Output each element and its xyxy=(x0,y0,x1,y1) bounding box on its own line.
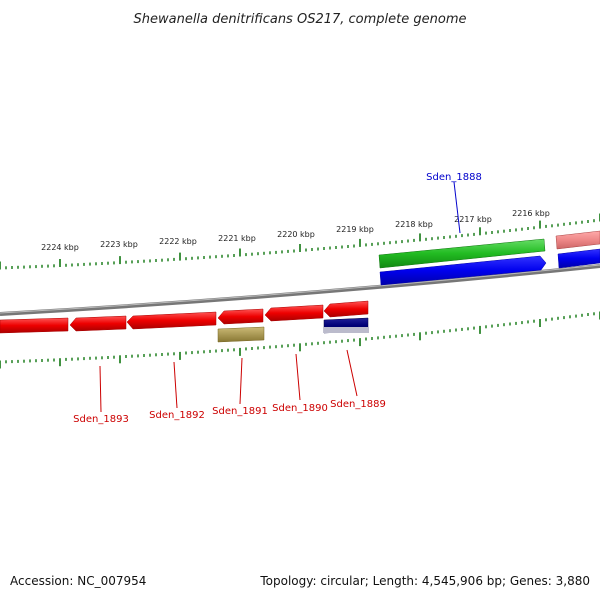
ruler-label-2216: 2216 kbp xyxy=(512,209,550,218)
lower-tick-track xyxy=(0,311,600,369)
ruler-label-2222: 2222 kbp xyxy=(159,237,197,246)
cds-sden-1891-feature[interactable] xyxy=(217,308,264,325)
ruler-label-2224: 2224 kbp xyxy=(41,243,79,252)
accession-text: Accession: NC_007954 xyxy=(10,574,146,588)
sden-1892-label[interactable]: Sden_1892 xyxy=(149,410,205,421)
gene-right-pink-feature[interactable] xyxy=(555,230,600,250)
sden-1891-leader-line xyxy=(239,357,243,405)
sden-1890-leader-line xyxy=(295,353,301,401)
sden-1893-leader-line xyxy=(99,365,102,413)
ruler-label-2223: 2223 kbp xyxy=(100,240,138,249)
upper-tick-track xyxy=(0,213,600,270)
cds-right-blue-feature[interactable] xyxy=(557,248,600,269)
sden-1889-leader-line xyxy=(346,349,358,397)
sden-1889-label[interactable]: Sden_1889 xyxy=(330,399,386,410)
sden-1888-leader-line xyxy=(453,181,461,234)
sden-1888-label[interactable]: Sden_1888 xyxy=(426,172,482,183)
genome-backbone xyxy=(0,264,600,316)
ruler-label-2219: 2219 kbp xyxy=(336,225,374,234)
cds-sden-1892b-feature[interactable] xyxy=(126,311,217,330)
genome-backbone-highlight xyxy=(0,264,600,314)
cds-sden-1890-feature[interactable] xyxy=(264,304,324,322)
sden-1892-leader-line xyxy=(173,361,178,409)
gene-sden-1891-feature[interactable] xyxy=(217,326,265,343)
ruler-label-2221: 2221 kbp xyxy=(218,234,256,243)
gene-sden-1889-underline xyxy=(324,327,369,333)
sden-1890-label[interactable]: Sden_1890 xyxy=(272,403,328,414)
cds-sden-1892a-feature[interactable] xyxy=(69,315,127,332)
genome-summary-text: Topology: circular; Length: 4,545,906 bp… xyxy=(259,574,590,588)
gene-sden-1888-feature[interactable] xyxy=(378,238,546,269)
ruler-label-2218: 2218 kbp xyxy=(395,220,433,229)
map-title: Shewanella denitrificans OS217, complete… xyxy=(134,12,467,27)
ruler-labels: 2224 kbp 2223 kbp 2222 kbp 2221 kbp 2220… xyxy=(41,209,550,252)
ruler-label-2217: 2217 kbp xyxy=(454,215,492,224)
ruler-label-2220: 2220 kbp xyxy=(277,230,315,239)
cds-sden-1889-feature[interactable] xyxy=(323,300,369,318)
cds-sden-1893-feature[interactable] xyxy=(0,317,69,334)
sden-1893-label[interactable]: Sden_1893 xyxy=(73,414,129,425)
sden-1891-label[interactable]: Sden_1891 xyxy=(212,406,268,417)
cds-sden-1888-feature[interactable] xyxy=(379,255,547,286)
